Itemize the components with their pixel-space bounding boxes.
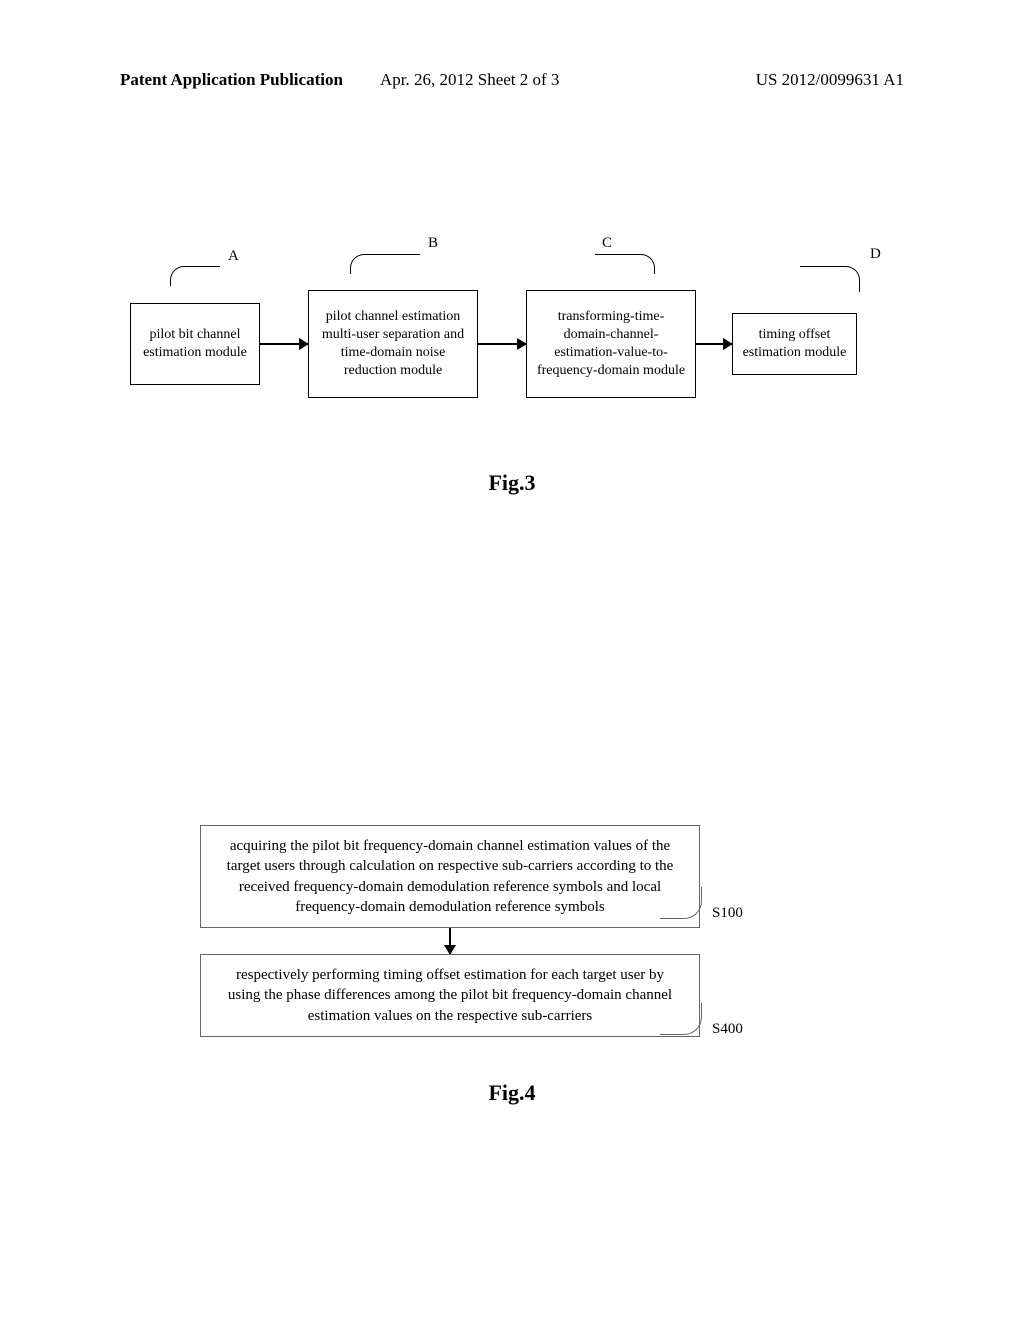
block-d: timing offset estimation module bbox=[732, 313, 857, 375]
label-b: B bbox=[428, 235, 438, 252]
block-b-text: pilot channel estimation multi-user sepa… bbox=[317, 308, 469, 381]
flow-step-s400: respectively performing timing offset es… bbox=[200, 954, 700, 1037]
arrow-c-to-d bbox=[696, 343, 732, 345]
block-row: pilot bit channel estimation module pilo… bbox=[130, 290, 910, 398]
curve-s100 bbox=[660, 887, 702, 919]
fig3-label: Fig.3 bbox=[0, 470, 1024, 496]
bracket-a bbox=[170, 266, 220, 286]
header-center: Apr. 26, 2012 Sheet 2 of 3 bbox=[380, 70, 559, 90]
block-d-text: timing offset estimation module bbox=[741, 326, 848, 362]
arrow-a-to-b bbox=[260, 343, 308, 345]
label-c: C bbox=[602, 235, 612, 252]
fig3-diagram: A B C D pilot bit channel estimation mod… bbox=[130, 290, 910, 398]
block-a: pilot bit channel estimation module bbox=[130, 303, 260, 385]
arrow-b-to-c bbox=[478, 343, 526, 345]
flow-step-s400-text: respectively performing timing offset es… bbox=[228, 967, 672, 1024]
arrow-s100-to-s400 bbox=[449, 928, 451, 954]
fig4-flowchart: acquiring the pilot bit frequency-domain… bbox=[200, 825, 700, 1037]
block-b: pilot channel estimation multi-user sepa… bbox=[308, 290, 478, 398]
flow-step-s100: acquiring the pilot bit frequency-domain… bbox=[200, 825, 700, 928]
block-c: transforming-time-domain-channel-estimat… bbox=[526, 290, 696, 398]
block-a-text: pilot bit channel estimation module bbox=[139, 326, 251, 362]
flow-step-s100-text: acquiring the pilot bit frequency-domain… bbox=[227, 838, 674, 915]
header-right: US 2012/0099631 A1 bbox=[756, 70, 904, 90]
label-s100: S100 bbox=[712, 905, 743, 922]
fig4-label: Fig.4 bbox=[0, 1080, 1024, 1106]
label-s400: S400 bbox=[712, 1021, 743, 1038]
bracket-c bbox=[595, 254, 655, 274]
curve-s400 bbox=[660, 1003, 702, 1035]
header-left: Patent Application Publication bbox=[120, 70, 343, 90]
label-a: A bbox=[228, 248, 239, 265]
label-d: D bbox=[870, 246, 881, 263]
bracket-b bbox=[350, 254, 420, 274]
bracket-d bbox=[800, 266, 860, 292]
block-c-text: transforming-time-domain-channel-estimat… bbox=[535, 308, 687, 381]
